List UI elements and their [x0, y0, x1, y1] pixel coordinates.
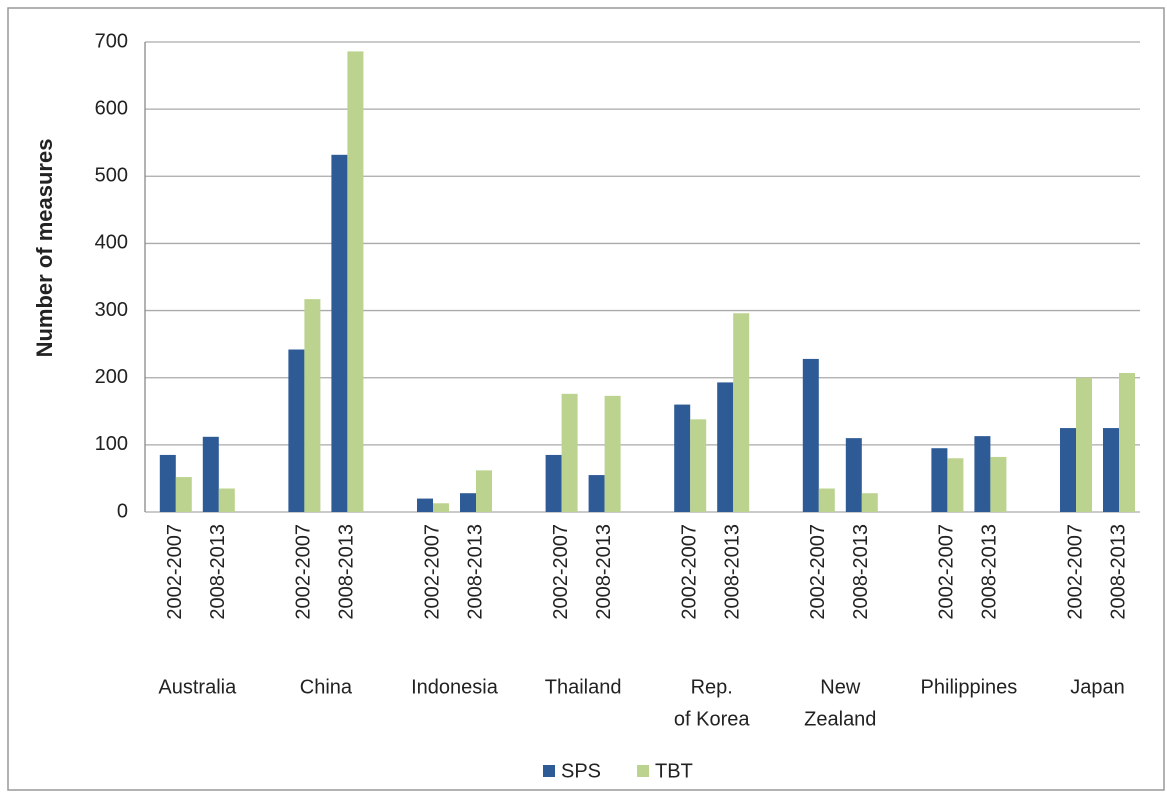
bar [947, 458, 964, 512]
y-tick-label: 700 [95, 30, 128, 52]
bar [561, 393, 578, 512]
bar [175, 477, 192, 512]
x-tick-label: 2008-2013 [850, 524, 872, 620]
x-tick-label: 2008-2013 [1107, 524, 1129, 620]
group-label: Japan [1070, 676, 1125, 698]
bar [690, 419, 707, 512]
x-tick-label: 2002-2007 [678, 524, 700, 620]
x-tick-label: 2002-2007 [1064, 524, 1086, 620]
group-label: Philippines [921, 676, 1018, 698]
y-tick-label: 500 [95, 165, 128, 187]
y-tick-label: 600 [95, 97, 128, 119]
x-tick-label: 2008-2013 [593, 524, 615, 620]
y-tick-label: 200 [95, 366, 128, 388]
x-tick-label: 2008-2013 [336, 524, 358, 620]
x-tick-label: 2002-2007 [936, 524, 958, 620]
y-axis-label: Number of measures [32, 139, 57, 358]
legend-swatch [543, 765, 555, 777]
group-label: of Korea [674, 708, 750, 730]
legend-label: TBT [655, 760, 693, 782]
group-label: Australia [158, 676, 237, 698]
x-tick-label: 2008-2013 [721, 524, 743, 620]
bar [288, 349, 305, 512]
bar [588, 475, 605, 512]
bar [1076, 377, 1092, 512]
bar [861, 493, 878, 512]
group-label: New [820, 676, 861, 698]
y-tick-label: 400 [95, 232, 128, 254]
bar [304, 299, 321, 512]
group-label: Rep. [691, 676, 733, 698]
bar [674, 404, 691, 512]
x-tick-label: 2008-2013 [207, 524, 229, 620]
bar [218, 488, 235, 512]
x-tick-label: 2002-2007 [807, 524, 829, 620]
bar [460, 493, 476, 512]
y-tick-label: 300 [95, 299, 128, 321]
bar [476, 470, 492, 512]
group-label: Thailand [545, 676, 622, 698]
legend-swatch [637, 765, 650, 777]
bar [845, 438, 862, 512]
bar [802, 358, 819, 512]
x-tick-label: 2002-2007 [421, 524, 443, 620]
x-tick-label: 2002-2007 [550, 524, 572, 620]
bar [202, 436, 219, 512]
y-tick-label: 100 [95, 433, 128, 455]
bar [733, 313, 750, 512]
bar [1060, 428, 1076, 512]
bar [417, 498, 433, 512]
frame [7, 7, 1165, 791]
bar [331, 154, 348, 513]
x-tick-label: 2002-2007 [164, 524, 186, 620]
group-label: Indonesia [411, 676, 499, 698]
y-tick-label: 0 [117, 500, 128, 522]
bar [818, 488, 835, 512]
x-tick-label: 2008-2013 [464, 524, 486, 620]
legend-label: SPS [561, 760, 601, 782]
bar [1103, 428, 1119, 512]
bar [433, 503, 449, 512]
bar [1119, 373, 1135, 512]
bar [159, 454, 176, 512]
bar [931, 448, 948, 512]
x-tick-label: 2002-2007 [293, 524, 315, 620]
bar [347, 51, 364, 513]
bar [545, 454, 562, 512]
bar [717, 382, 734, 512]
bar [604, 395, 621, 512]
group-label: China [300, 676, 353, 698]
group-label: Zealand [804, 708, 876, 730]
bar [990, 456, 1007, 512]
x-tick-label: 2008-2013 [979, 524, 1001, 620]
bar [974, 436, 991, 512]
